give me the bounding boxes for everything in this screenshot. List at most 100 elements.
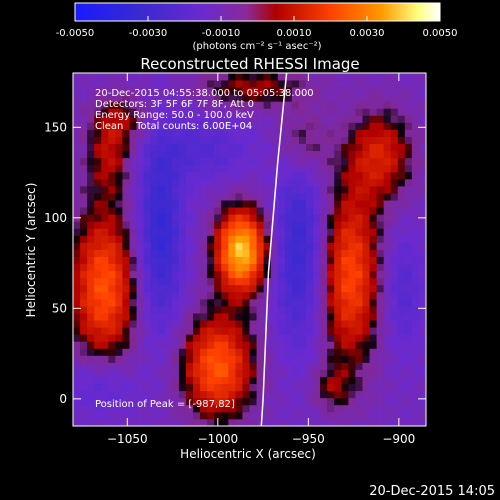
heatmap-cell: [94, 341, 102, 349]
heatmap-cell: [263, 129, 272, 137]
heatmap-cell: [150, 228, 159, 236]
heatmap-cell: [185, 277, 194, 286]
heatmap-cell: [214, 108, 222, 116]
heatmap-cell: [256, 80, 265, 88]
heatmap-cell: [256, 383, 265, 392]
heatmap-cell: [305, 411, 314, 420]
heatmap-cell: [256, 305, 265, 314]
heatmap-cell: [143, 235, 152, 243]
heatmap-cell: [94, 214, 102, 222]
heatmap-cell: [207, 418, 215, 426]
heatmap-cell: [418, 334, 426, 342]
heatmap-cell: [164, 355, 173, 363]
heatmap-cell: [355, 228, 363, 236]
heatmap-cell: [376, 320, 385, 328]
heatmap-cell: [383, 73, 392, 81]
heatmap-cell: [355, 193, 363, 201]
heatmap-cell: [108, 327, 116, 335]
heatmap-cell: [115, 355, 123, 363]
heatmap-cell: [157, 291, 166, 300]
heatmap-cell: [193, 207, 201, 215]
heatmap-cell: [214, 122, 222, 130]
heatmap-cell: [207, 136, 215, 144]
heatmap-cell: [87, 193, 95, 201]
heatmap-cell: [143, 376, 152, 385]
heatmap-cell: [376, 136, 385, 144]
heatmap-cell: [101, 214, 109, 222]
heatmap-cell: [362, 397, 370, 406]
heatmap-cell: [327, 418, 335, 426]
heatmap-cell: [284, 136, 293, 144]
heatmap-cell: [122, 178, 130, 187]
heatmap-cell: [320, 207, 328, 215]
heatmap-cell: [376, 390, 385, 399]
heatmap-cell: [171, 136, 180, 144]
heatmap-cell: [277, 355, 286, 363]
heatmap-cell: [73, 390, 81, 399]
heatmap-cell: [136, 313, 144, 321]
heatmap-cell: [164, 277, 173, 286]
heatmap-cell: [164, 404, 173, 413]
heatmap-cell: [263, 390, 272, 399]
y-axis-label: Heliocentric Y (arcsec): [24, 183, 38, 318]
heatmap-cell: [298, 277, 307, 286]
heatmap-cell: [80, 341, 88, 349]
heatmap-cell: [291, 221, 300, 229]
heatmap-cell: [115, 193, 123, 201]
heatmap-cell: [185, 341, 194, 349]
heatmap-cell: [298, 383, 307, 392]
heatmap-cell: [214, 334, 222, 342]
heatmap-cell: [327, 164, 335, 173]
heatmap-cell: [256, 108, 265, 116]
heatmap-cell: [341, 249, 349, 257]
heatmap-cell: [108, 369, 116, 377]
heatmap-cell: [418, 348, 426, 356]
heatmap-cell: [87, 214, 95, 222]
heatmap-cell: [94, 263, 102, 272]
heatmap-cell: [341, 185, 349, 194]
heatmap-cell: [383, 150, 392, 159]
heatmap-cell: [369, 157, 377, 166]
heatmap-cell: [136, 390, 144, 399]
heatmap-cell: [404, 136, 413, 144]
heatmap-cell: [171, 80, 180, 88]
heatmap-cell: [122, 164, 130, 173]
heatmap-cell: [136, 235, 144, 243]
heatmap-cell: [207, 341, 215, 349]
heatmap-cell: [150, 143, 159, 152]
heatmap-cell: [178, 355, 187, 363]
heatmap-cell: [369, 305, 377, 314]
heatmap-cell: [341, 164, 349, 173]
heatmap-cell: [185, 178, 194, 187]
heatmap-cell: [171, 418, 180, 426]
heatmap-cell: [178, 122, 187, 130]
heatmap-cell: [94, 143, 102, 152]
heatmap-cell: [270, 242, 279, 250]
heatmap-cell: [94, 411, 102, 420]
heatmap-cell: [242, 87, 250, 95]
heatmap-cell: [291, 249, 300, 257]
heatmap-cell: [418, 101, 426, 109]
heatmap-cell: [171, 249, 180, 257]
heatmap-cell: [376, 334, 385, 342]
heatmap-cell: [270, 397, 279, 406]
heatmap-cell: [129, 143, 137, 152]
heatmap-cell: [143, 115, 152, 123]
heatmap-cell: [362, 73, 370, 81]
heatmap-cell: [277, 185, 286, 194]
heatmap-cell: [341, 277, 349, 286]
heatmap-cell: [157, 150, 166, 159]
heatmap-cell: [341, 327, 349, 335]
heatmap-cell: [101, 334, 109, 342]
heatmap-cell: [256, 101, 265, 109]
heatmap-cell: [193, 185, 201, 194]
heatmap-cell: [390, 73, 399, 81]
heatmap-cell: [221, 341, 229, 349]
heatmap-cell: [334, 87, 342, 95]
heatmap-cell: [200, 348, 208, 356]
heatmap-cell: [143, 341, 152, 349]
heatmap-cell: [136, 207, 144, 215]
heatmap-cell: [341, 157, 349, 166]
heatmap-cell: [284, 185, 293, 194]
heatmap-cell: [404, 171, 413, 180]
